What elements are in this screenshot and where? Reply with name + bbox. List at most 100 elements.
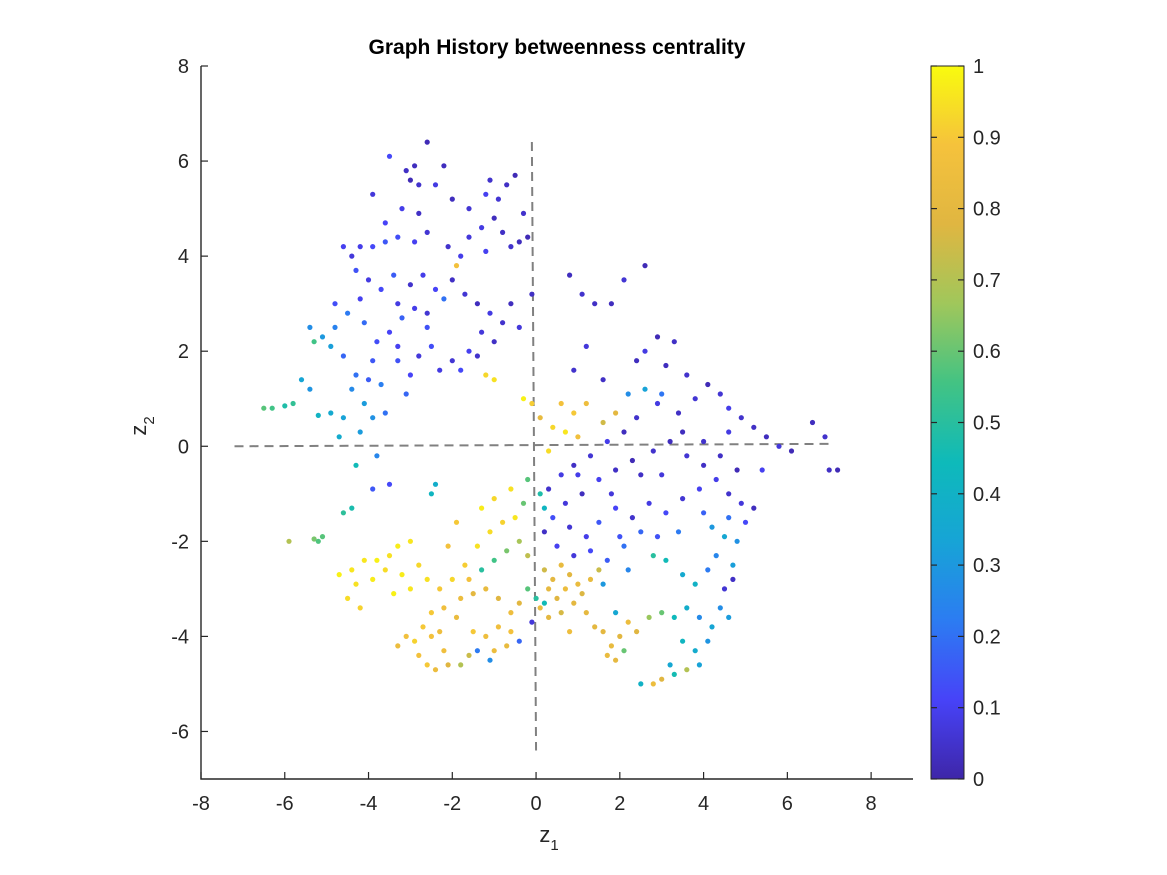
scatter-point [370, 244, 376, 250]
scatter-point [432, 481, 439, 487]
scatter-point [445, 543, 451, 549]
scatter-point [663, 362, 669, 369]
scatter-point [608, 301, 615, 307]
scatter-point [441, 163, 447, 169]
scatter-point [642, 386, 648, 392]
scatter-point [458, 662, 464, 668]
scatter-point [479, 329, 485, 335]
scatter-point [403, 633, 409, 640]
scatter-point [382, 239, 388, 245]
scatter-point [474, 543, 480, 549]
y-axis-ticks: -6 -4 -2 0 2 4 6 8 [171, 56, 208, 743]
x-tick-label: -8 [192, 793, 210, 815]
scatter-point [579, 591, 585, 597]
scatter-point [432, 286, 439, 292]
scatter-point [713, 476, 719, 483]
scatter-point [525, 476, 531, 483]
scatter-point [520, 396, 527, 402]
scatter-point [709, 524, 715, 530]
scatter-point [428, 343, 434, 349]
scatter-point [416, 182, 422, 188]
colorbar-tick-label: 0.1 [973, 698, 1001, 720]
scatter-point [428, 491, 434, 497]
scatter-point [705, 567, 711, 573]
scatter-point [336, 434, 342, 440]
scatter-point [353, 581, 359, 587]
scatter-point [562, 429, 569, 435]
scatter-point [726, 405, 732, 411]
scatter-point [491, 339, 497, 345]
scatter-point [328, 343, 334, 349]
scatter-point [395, 234, 401, 240]
scatter-point [504, 643, 510, 649]
scatter-point [407, 372, 413, 378]
scatter-point [751, 505, 757, 511]
scatter-point [416, 652, 422, 659]
scatter-point [680, 496, 686, 502]
x-tick-label: -2 [443, 793, 461, 815]
scatter-point [835, 467, 841, 473]
scatter-point [407, 586, 413, 592]
scatter-point [537, 415, 543, 421]
scatter-point [759, 467, 765, 473]
scatter-point [374, 453, 380, 459]
y-axis-label: z2 [126, 416, 158, 435]
scatter-point [483, 191, 489, 197]
scatter-point [625, 619, 631, 625]
y-tick-label: 8 [178, 56, 189, 78]
scatter-point [621, 429, 627, 435]
scatter-point [432, 182, 439, 188]
colorbar-ticks: 0 0.1 0.2 0.3 0.4 0.5 0.6 0.7 0.8 0.9 1 [931, 56, 1001, 791]
scatter-point [613, 410, 619, 416]
scatter-point [667, 662, 673, 668]
scatter-point [587, 576, 594, 583]
scatter-point [554, 543, 560, 549]
scatter-point [541, 600, 548, 606]
scatter-point [311, 536, 317, 542]
scatter-point [382, 220, 388, 226]
scatter-point [742, 519, 749, 525]
scatter-point [525, 586, 531, 592]
scatter-point [629, 457, 636, 464]
scatter-point [466, 206, 472, 212]
scatter-point [361, 557, 367, 563]
scatter-point [403, 168, 409, 174]
reference-line-horizontal [234, 442, 830, 448]
scatter-point [407, 282, 413, 288]
axes: -8 -6 -4 -2 0 2 4 6 8 -6 -4 -2 0 2 4 6 8 [171, 56, 913, 815]
scatter-point [428, 610, 434, 616]
scatter-point [374, 339, 380, 345]
scatter-point [365, 377, 372, 383]
scatter-point [491, 215, 497, 221]
scatter-point [529, 619, 535, 625]
scatter-point [709, 624, 715, 630]
scatter-point [261, 405, 267, 411]
scatter-point [654, 334, 661, 340]
scatter-point [600, 377, 606, 383]
scatter-point [567, 629, 573, 635]
scatter-point [617, 633, 623, 640]
scatter-point [692, 648, 698, 654]
scatter-point [671, 339, 677, 345]
scatter-point [311, 339, 317, 345]
scatter-point [424, 324, 430, 330]
scatter-points [261, 139, 841, 687]
scatter-point [654, 534, 661, 540]
scatter-point [483, 586, 489, 592]
scatter-point [692, 396, 698, 402]
scatter-point [370, 358, 376, 364]
scatter-point [600, 581, 606, 587]
scatter-point [349, 253, 355, 259]
scatter-point [675, 410, 682, 416]
scatter-point [449, 358, 455, 364]
y-tick-label: 0 [178, 436, 189, 458]
scatter-point [567, 572, 573, 578]
scatter-point [349, 505, 355, 511]
scatter-point [441, 296, 447, 302]
scatter-point [340, 510, 346, 516]
scatter-point [479, 505, 485, 511]
scatter-point [500, 320, 506, 326]
scatter-point [382, 567, 388, 573]
scatter-point [596, 519, 602, 525]
